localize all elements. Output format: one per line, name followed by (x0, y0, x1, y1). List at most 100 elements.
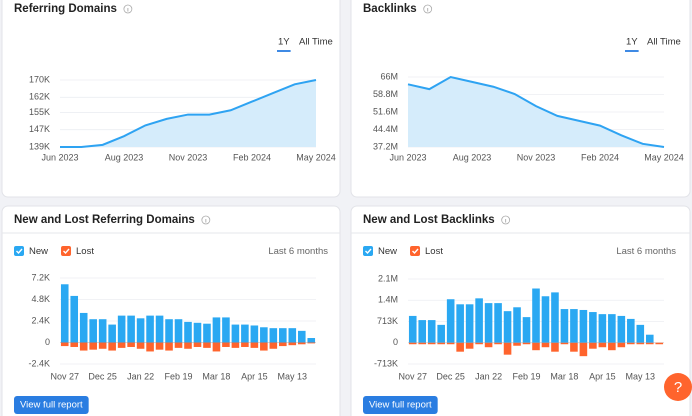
bar (608, 314, 616, 343)
bar (79, 342, 88, 351)
button-label[interactable]: View full report (20, 400, 83, 411)
card (1, 0, 341, 198)
y-tick-label: 2.4K (31, 315, 50, 325)
bar (589, 342, 597, 349)
y-tick-label: 2.1M (378, 273, 398, 283)
bar (136, 342, 145, 349)
tab[interactable]: 1Y (626, 37, 638, 48)
tab[interactable]: All Time (299, 37, 333, 48)
bar (231, 324, 240, 343)
bar (570, 342, 578, 352)
x-tick-label: May 2024 (644, 152, 684, 162)
help-button[interactable] (664, 373, 692, 401)
bar (203, 323, 211, 343)
info-icon (123, 4, 133, 14)
legend-checkbox[interactable] (61, 246, 72, 256)
y-tick-label: 7.2K (31, 272, 50, 282)
bar (446, 342, 455, 345)
bar (541, 296, 550, 343)
area (408, 77, 664, 147)
bar (212, 317, 221, 343)
bar (269, 342, 278, 349)
bar (155, 315, 164, 343)
x-tick-label: Feb 19 (165, 371, 193, 381)
y-tick-label: 37.2M (373, 141, 398, 151)
bar (288, 328, 297, 343)
card (1, 205, 341, 416)
bar (437, 324, 445, 343)
bar (513, 307, 521, 343)
bar (89, 342, 97, 350)
bar (513, 342, 521, 346)
x-tick-label: Jun 2023 (389, 152, 426, 162)
chart-title: New and Lost Backlinks (363, 214, 495, 226)
y-tick-label: 155K (29, 107, 50, 117)
x-tick-label: Nov 27 (50, 371, 79, 381)
bar (297, 330, 306, 343)
bar (645, 334, 654, 343)
legend-check (63, 248, 70, 255)
y-tick-label: 44.4M (373, 124, 398, 134)
button-label[interactable]: View full report (369, 400, 432, 411)
y-tick-label: 170K (29, 74, 50, 84)
bar (579, 342, 588, 357)
info-icon (423, 4, 433, 14)
x-tick-label: Mar 18 (550, 371, 578, 381)
button[interactable] (14, 396, 89, 414)
bar (288, 342, 297, 346)
y-tick-label: -713K (374, 358, 398, 368)
bar (203, 342, 211, 348)
y-tick-label: 0 (45, 337, 50, 347)
bar (465, 342, 474, 349)
period: Last 6 months (268, 246, 328, 257)
bar (260, 327, 268, 343)
bar (532, 342, 540, 351)
bar (570, 309, 578, 343)
bar (222, 342, 230, 347)
x-tick-label: Aug 2023 (105, 152, 144, 162)
bar (165, 319, 173, 343)
bar (475, 342, 483, 345)
bar (494, 303, 502, 343)
bar (127, 342, 135, 347)
bar (503, 342, 512, 355)
bar (279, 342, 287, 347)
bar (136, 318, 145, 343)
x-tick-label: Apr 15 (241, 371, 268, 381)
x-tick-label: Jan 22 (127, 371, 154, 381)
bar (408, 342, 417, 345)
chart-title: Referring Domains (14, 3, 117, 15)
legend-checkbox[interactable] (410, 246, 421, 256)
bar (636, 342, 645, 345)
help-icon[interactable]: ? (674, 379, 682, 396)
y-tick-label: 51.6M (373, 106, 398, 116)
tab[interactable]: 1Y (278, 37, 290, 48)
x-tick-label: Nov 2023 (517, 152, 556, 162)
x-tick-label: Jan 22 (475, 371, 502, 381)
bar (475, 298, 483, 343)
bar (560, 309, 569, 343)
button[interactable] (363, 396, 438, 414)
legend-label: Lost (425, 246, 443, 257)
bar (184, 321, 192, 343)
legend-checkbox[interactable] (363, 246, 373, 256)
y-tick-label: 58.8M (373, 89, 398, 99)
bar (645, 342, 654, 345)
bar (617, 342, 626, 348)
x-tick-label: Dec 25 (88, 371, 117, 381)
tab[interactable]: All Time (647, 37, 681, 48)
x-tick-label: Nov 27 (398, 371, 427, 381)
x-tick-label: May 13 (626, 371, 656, 381)
legend-checkbox[interactable] (14, 246, 24, 256)
legend-label: Lost (76, 246, 94, 257)
bar (484, 342, 493, 348)
bar (446, 299, 455, 343)
bar (70, 342, 79, 347)
bar (636, 324, 645, 343)
bar (297, 342, 306, 345)
bar (174, 319, 183, 343)
y-tick-label: 0 (393, 337, 398, 347)
bar (522, 317, 531, 343)
bar (456, 304, 464, 343)
bar (532, 288, 540, 343)
